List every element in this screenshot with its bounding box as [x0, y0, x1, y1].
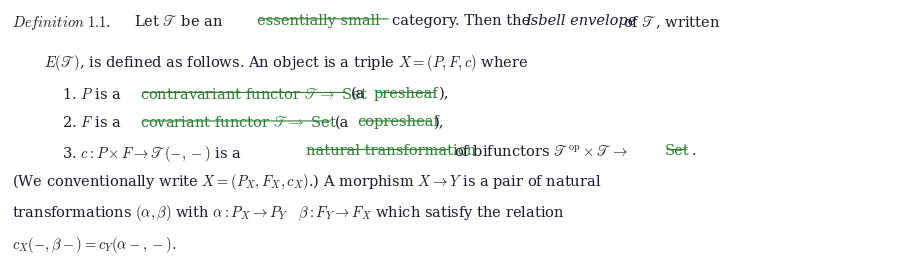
Text: Set: Set	[664, 144, 690, 158]
Text: .: .	[691, 144, 696, 158]
Text: presheaf: presheaf	[373, 87, 438, 101]
Text: Let $\mathscr{T}$ be an: Let $\mathscr{T}$ be an	[134, 14, 223, 29]
Text: ),: ),	[439, 87, 450, 101]
Text: natural transformation: natural transformation	[306, 144, 476, 158]
Text: $c_X(-, \beta -) = c_Y(\alpha -, -)$.: $c_X(-, \beta -) = c_Y(\alpha -, -)$.	[13, 235, 177, 255]
Text: 1. $P$ is a: 1. $P$ is a	[62, 87, 122, 102]
Text: (We conventionally write $X = (P_X, F_X, c_X)$.) A morphism $X \to Y$ is a pair : (We conventionally write $X = (P_X, F_X,…	[13, 171, 601, 192]
Text: of bifunctors $\mathscr{T}^{\mathrm{op}} \times \mathscr{T} \to$: of bifunctors $\mathscr{T}^{\mathrm{op}}…	[454, 144, 628, 159]
Text: category. Then the: category. Then the	[392, 14, 530, 28]
Text: covariant functor $\mathscr{T} \to$ Set: covariant functor $\mathscr{T} \to$ Set	[140, 115, 337, 130]
Text: $\mathbf{\mathit{Definition\ 1.1}}$.: $\mathbf{\mathit{Definition\ 1.1}}$.	[13, 14, 111, 32]
Text: Isbell envelope: Isbell envelope	[526, 14, 637, 28]
Text: (a: (a	[334, 115, 349, 129]
Text: essentially small: essentially small	[257, 14, 379, 28]
Text: contravariant functor $\mathscr{T} \to$ Set: contravariant functor $\mathscr{T} \to$ …	[140, 87, 369, 102]
Text: 3. $c: P \times F \to \mathscr{T}(-, -)$ is a: 3. $c: P \times F \to \mathscr{T}(-, -)$…	[62, 144, 242, 164]
Text: of $\mathscr{T}$, written: of $\mathscr{T}$, written	[623, 14, 720, 31]
Text: ),: ),	[434, 115, 445, 129]
Text: (a: (a	[351, 87, 365, 101]
Text: 2. $F$ is a: 2. $F$ is a	[62, 115, 122, 130]
Text: copresheaf: copresheaf	[357, 115, 439, 129]
Text: $E(\mathscr{T})$, is defined as follows. An object is a triple $X = (P, F, c)$ w: $E(\mathscr{T})$, is defined as follows.…	[44, 53, 529, 73]
Text: transformations $(\alpha, \beta)$ with $\alpha: P_X \to P_Y \quad \beta: F_Y \to: transformations $(\alpha, \beta)$ with $…	[13, 203, 565, 223]
